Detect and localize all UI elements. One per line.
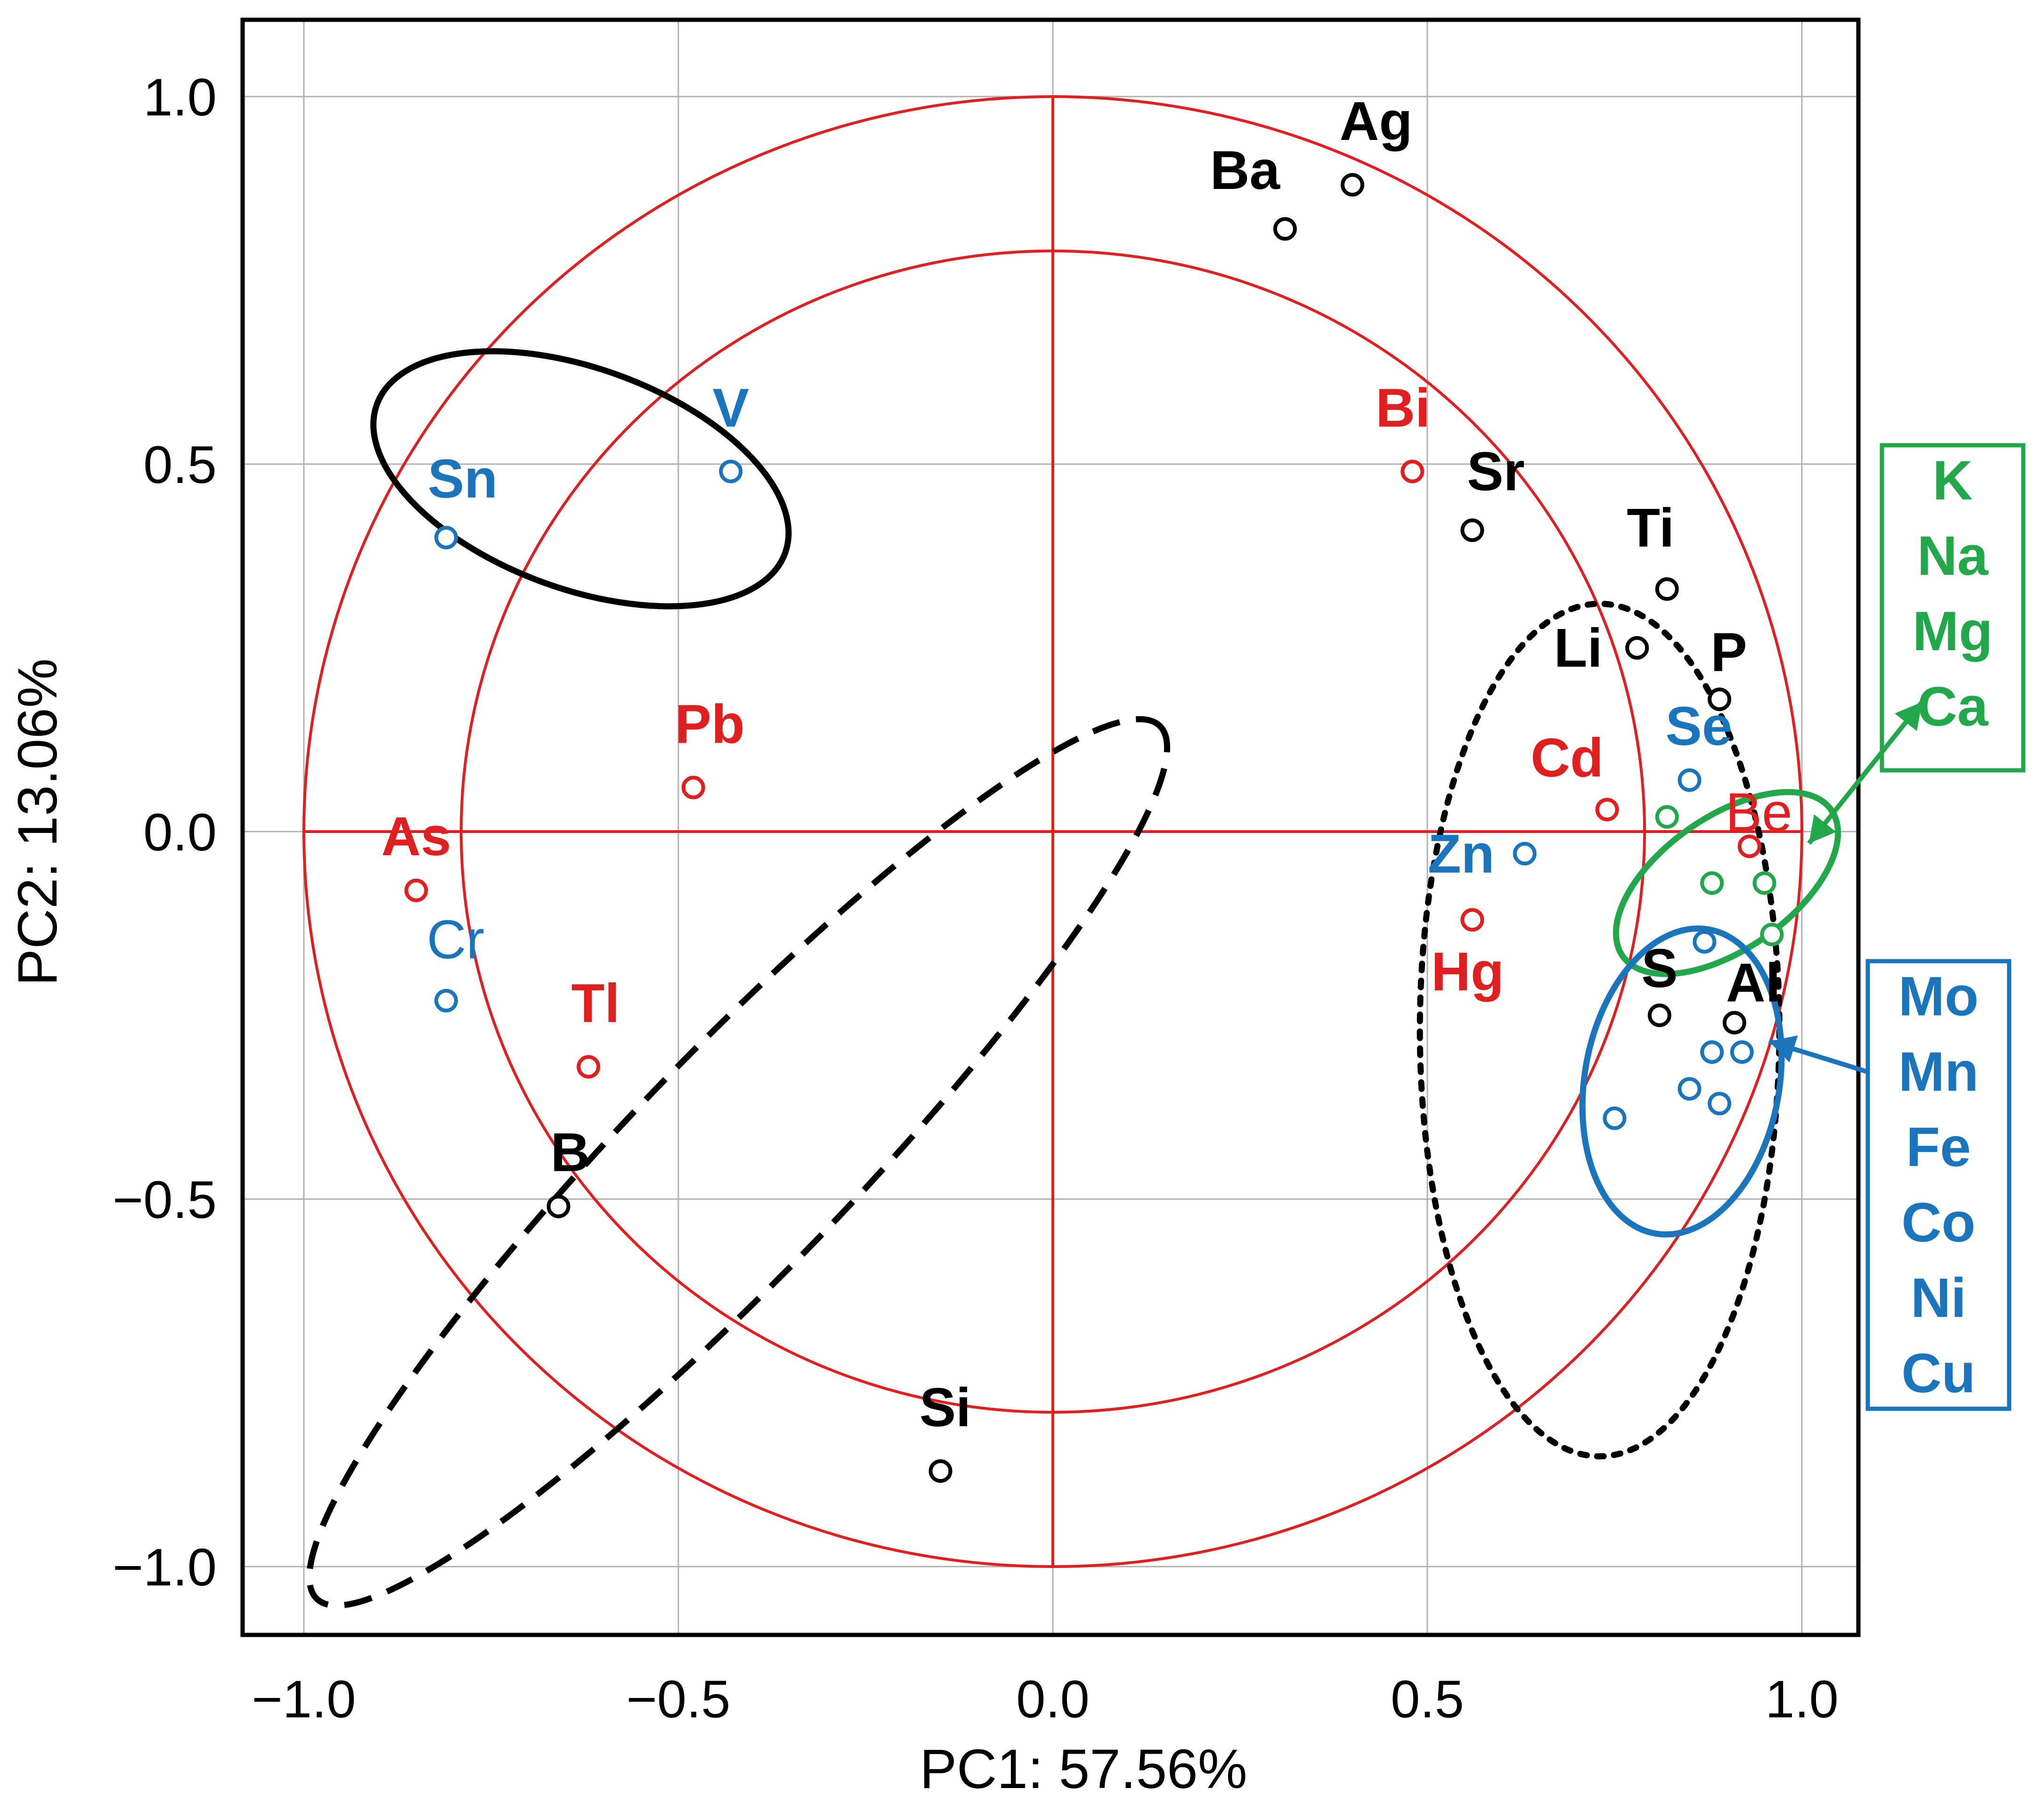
point-label-pb: Pb xyxy=(675,693,745,754)
x-tick-label: 1.0 xyxy=(1765,1670,1839,1729)
plot-frame xyxy=(240,17,1861,1637)
group-ellipse-5 xyxy=(1579,925,1785,1238)
legend-item-co: Co xyxy=(1901,1192,1975,1254)
point-label-s: S xyxy=(1641,938,1678,999)
x-tick-label: −0.5 xyxy=(626,1670,730,1729)
y-tick-label: −0.5 xyxy=(113,1170,217,1229)
point-b xyxy=(546,1194,570,1218)
legend-boxes: K Na Mg Ca Mo Mn Fe Co Ni Cu xyxy=(1768,443,2026,1411)
y-axis-title: PC2: 13.06% xyxy=(7,658,69,986)
point-label-p: P xyxy=(1710,621,1747,683)
point-ni xyxy=(1603,1106,1627,1130)
point-label-sr: Sr xyxy=(1467,441,1525,502)
legend-item-k: K xyxy=(1932,449,1972,512)
point-cd xyxy=(1595,798,1619,822)
point-as xyxy=(404,878,428,902)
point-label-as: As xyxy=(381,806,451,867)
point-k xyxy=(1655,805,1679,829)
y-tick-label: −1.0 xyxy=(113,1538,217,1597)
point-pb xyxy=(681,776,705,800)
legend-item-ni: Ni xyxy=(1911,1267,1966,1329)
point-mg xyxy=(1752,871,1776,895)
legend-arrowhead-green-start xyxy=(1895,702,1922,731)
y-tick-label: 1.0 xyxy=(143,68,217,127)
point-cu xyxy=(1693,930,1717,954)
point-label-hg: Hg xyxy=(1431,941,1504,1002)
point-label-v: V xyxy=(713,377,749,439)
legend-item-ca: Ca xyxy=(1917,676,1989,738)
legend-arrowhead-blue xyxy=(1769,1035,1798,1062)
point-ca xyxy=(1760,923,1784,947)
point-mn xyxy=(1730,1040,1754,1064)
point-si xyxy=(928,1459,953,1483)
reference-circles xyxy=(302,95,1803,1568)
legend-item-fe: Fe xyxy=(1906,1116,1971,1178)
x-tick-label: −1.0 xyxy=(252,1670,356,1729)
point-bi xyxy=(1401,459,1425,483)
point-sr xyxy=(1460,518,1484,542)
point-co xyxy=(1708,1092,1732,1116)
legend-arrow-green xyxy=(1807,700,1924,845)
point-cr xyxy=(434,988,458,1013)
axes-frame: −1.0 −0.5 0.0 0.5 1.0 1.0 0.5 0.0 −0.5 −1.0 xyxy=(113,17,1861,1729)
point-p xyxy=(1708,687,1732,711)
point-label-cr: Cr xyxy=(427,909,484,970)
point-label-b: B xyxy=(551,1122,590,1183)
legend-item-mo: Mo xyxy=(1898,965,1979,1028)
group-ellipse-1 xyxy=(370,348,792,610)
legend-item-mg: Mg xyxy=(1913,600,1993,662)
x-axis-title: PC1: 57.56% xyxy=(920,1738,1247,1800)
point-label-zn: Zn xyxy=(1428,823,1495,884)
group-ellipses xyxy=(306,348,1841,1609)
point-label-ti: Ti xyxy=(1627,497,1674,558)
x-tick-label: 0.0 xyxy=(1016,1670,1090,1729)
point-label-al: Al xyxy=(1726,952,1781,1013)
legend-item-mn: Mn xyxy=(1898,1041,1979,1103)
point-hg xyxy=(1460,908,1484,932)
point-na xyxy=(1700,871,1724,895)
legend-arrowhead-green xyxy=(1809,814,1836,843)
legend-box-blue xyxy=(1865,959,2011,1411)
point-be xyxy=(1737,834,1761,858)
point-label-li: Li xyxy=(1554,617,1603,678)
point-label-se: Se xyxy=(1666,695,1733,757)
point-label-cd: Cd xyxy=(1531,727,1604,788)
x-tick-label: 0.5 xyxy=(1391,1670,1464,1729)
y-tick-label: 0.5 xyxy=(143,435,217,494)
point-sn xyxy=(434,526,458,549)
point-ti xyxy=(1655,577,1679,601)
y-tick-label: 0.0 xyxy=(143,803,217,862)
point-se xyxy=(1678,768,1702,792)
point-label-sn: Sn xyxy=(428,448,497,509)
point-ag xyxy=(1341,173,1364,197)
point-ba xyxy=(1273,217,1297,241)
point-tl xyxy=(577,1055,601,1079)
point-zn xyxy=(1513,841,1537,866)
point-mo xyxy=(1700,1040,1724,1064)
data-points: Ag Ba V Sn Bi Sr Ti Li P Pb Cd Se Be As Zn Hg Cr S Al Tl B Si xyxy=(381,90,1792,1483)
point-label-tl: Tl xyxy=(571,972,620,1034)
point-label-bi: Bi xyxy=(1376,377,1430,439)
point-label-si: Si xyxy=(920,1377,971,1438)
point-label-ag: Ag xyxy=(1340,90,1413,152)
legend-item-cu: Cu xyxy=(1901,1342,1975,1405)
point-v xyxy=(719,459,743,483)
point-li xyxy=(1625,636,1649,660)
point-label-ba: Ba xyxy=(1210,139,1281,201)
group-ellipse-2 xyxy=(306,716,1171,1609)
grid-layer xyxy=(243,20,1858,1635)
point-s xyxy=(1647,1004,1671,1027)
legend-box-green xyxy=(1880,443,2026,773)
legend-item-na: Na xyxy=(1917,525,1989,587)
point-fe xyxy=(1678,1077,1702,1101)
point-al xyxy=(1722,1011,1746,1035)
point-label-be: Be xyxy=(1726,782,1792,843)
